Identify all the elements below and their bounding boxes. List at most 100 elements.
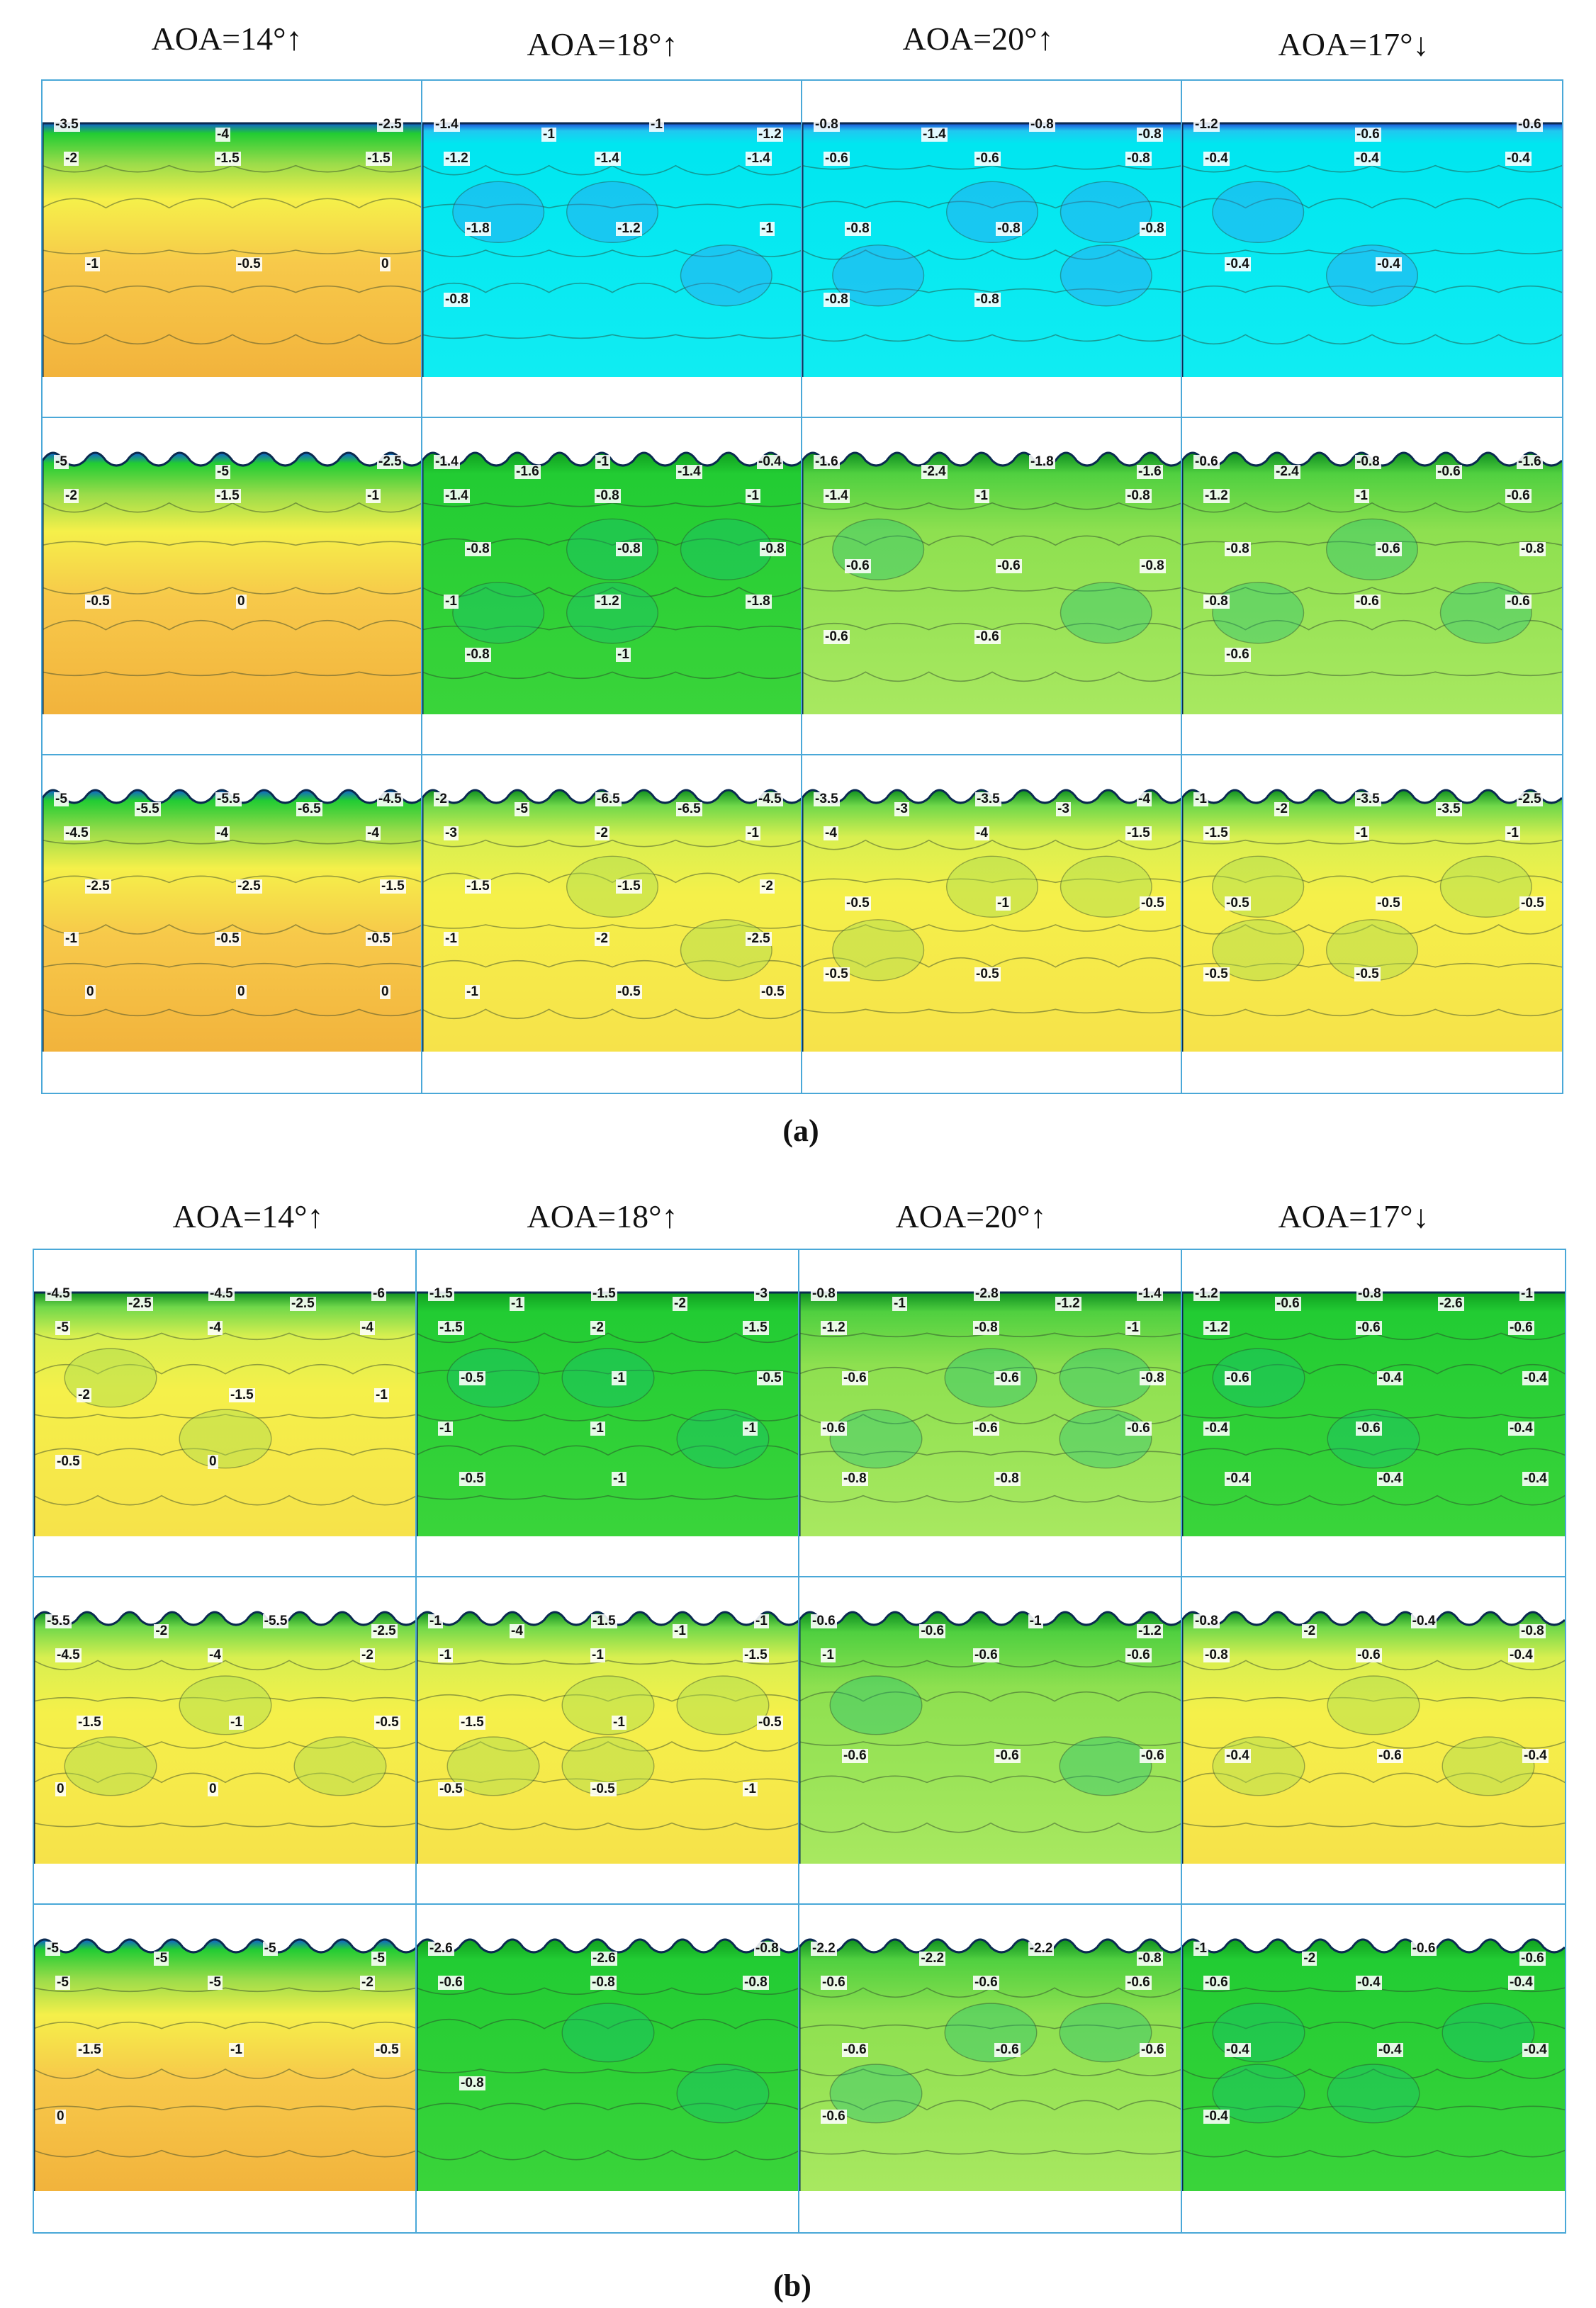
contour-label: -0.8: [1193, 1614, 1220, 1628]
contour-plot-b-r1-c2: [799, 1611, 1182, 1864]
contour-panel-b-r0-c3: -1.2 -0.6 -0.8 -2.6 -1 -1.2 -0.6 -0.6 -0.6 -0.4 -0…: [1181, 1249, 1566, 1579]
contour-label: -0.8: [973, 1320, 999, 1335]
contour-plot-b-r1-c1: [417, 1611, 799, 1864]
contour-label: -2.5: [127, 1296, 153, 1311]
contour-label: -3.5: [1436, 801, 1462, 816]
contour-label: -1.2: [1137, 1623, 1163, 1638]
contour-label: -0.4: [1225, 2042, 1251, 2057]
contour-label: -1.5: [438, 1320, 464, 1335]
contour-label: -3.5: [54, 117, 80, 132]
contour-panel-a-r0-c3: -1.2 -0.6 -0.6 -0.4 -0.4 -0.4 -0.4 -0.4: [1181, 79, 1563, 420]
contour-label: -4: [360, 1320, 375, 1335]
contour-label: -2.2: [919, 1951, 946, 1966]
contour-label: -0.8: [743, 1975, 769, 1990]
contour-label: -0.4: [1508, 1975, 1534, 1990]
contour-label: -1: [1354, 488, 1369, 503]
contour-field-a-r1-c1: [422, 453, 802, 714]
contour-label: -2: [673, 1296, 687, 1311]
contour-label: -1.8: [746, 594, 772, 609]
contour-label: -0.4: [1203, 1421, 1230, 1436]
contour-panel-b-r2-c1: -2.6 -2.6 -0.8 -0.6 -0.8 -0.8 -0.8: [415, 1903, 801, 2234]
contour-label: -5: [208, 1975, 223, 1990]
contour-label: -0.6: [438, 1975, 464, 1990]
contour-label: -1: [85, 257, 100, 271]
contour-label: -0.5: [757, 1370, 783, 1385]
contour-label: 0: [236, 594, 247, 609]
contour-label: -1: [590, 1648, 605, 1662]
contour-label: -1.4: [824, 488, 850, 503]
contour-label: -0.6: [1356, 1648, 1382, 1662]
contour-label: -1: [1505, 826, 1520, 840]
contour-label: -1: [1028, 1614, 1043, 1628]
contour-label: -1.5: [743, 1320, 769, 1335]
contour-plot-b-r0-c2: [799, 1291, 1182, 1536]
contour-label: -1.5: [428, 1286, 454, 1301]
contour-label: -0.6: [973, 1975, 999, 1990]
contour-label: -1: [229, 2042, 244, 2057]
contour-label: -2.5: [85, 878, 111, 894]
contour-label: -2: [64, 488, 79, 503]
contour-label: -0.4: [757, 454, 783, 469]
contour-label: -0.6: [919, 1623, 946, 1638]
contour-field-b-r1-c0: [34, 1612, 417, 1864]
contour-label: -1.4: [444, 488, 470, 503]
contour-label: -4.5: [208, 1286, 235, 1301]
contour-label: -1.5: [616, 878, 642, 894]
contour-panel-a-r1-c0: -5 -5 -2.5 -2 -1.5 -1 -0.5 0: [41, 417, 424, 757]
contour-field-b-r0-c3: [1182, 1293, 1565, 1536]
header-b-0: AOA=14°↑: [172, 1198, 324, 1234]
contour-label: -0.6: [1436, 464, 1462, 479]
contour-label: 0: [380, 257, 390, 271]
contour-label: -2.5: [377, 117, 403, 132]
contour-label: -2: [1302, 1951, 1317, 1966]
contour-label: -0.6: [845, 558, 871, 574]
contour-label: -4: [366, 826, 381, 840]
contour-label: -5: [54, 454, 69, 469]
contour-label: -0.6: [1125, 1648, 1152, 1662]
contour-label: 0: [208, 1781, 218, 1797]
contour-label: -1: [595, 454, 610, 469]
contour-label: -1.5: [591, 1286, 617, 1301]
contour-label: -4.5: [377, 792, 403, 806]
contour-label: -0.5: [374, 2042, 400, 2057]
contour-label: -4: [215, 127, 230, 142]
contour-label: -0.8: [465, 541, 491, 556]
contour-field-b-r0-c0: [34, 1293, 417, 1536]
contour-label: -0.6: [1377, 1748, 1403, 1763]
contour-label: -4.5: [757, 792, 783, 806]
contour-plot-a-r2-c3: [1182, 789, 1562, 1052]
contour-label: -1.4: [921, 127, 948, 142]
contour-label: -0.4: [1522, 1748, 1549, 1763]
contour-label: -1.4: [1137, 1286, 1163, 1301]
contour-label: -0.8: [1140, 558, 1166, 574]
contour-label: -0.5: [1203, 966, 1230, 981]
contour-label: -0.5: [824, 966, 850, 981]
contour-plot-b-r2-c1: [417, 1938, 799, 2191]
header-a-0: AOA=14°↑: [151, 21, 303, 57]
contour-label: -1.2: [1203, 488, 1230, 503]
contour-label: -0.8: [994, 1471, 1021, 1486]
contour-label: 0: [85, 984, 96, 999]
contour-label: -1.2: [1193, 1286, 1220, 1301]
contour-label: -0.6: [994, 1370, 1021, 1385]
contour-label: -0.4: [1522, 2042, 1549, 2057]
contour-label: -5.5: [262, 1614, 289, 1628]
contour-label: -2: [760, 878, 775, 894]
contour-label: -0.8: [996, 221, 1022, 237]
contour-label: -0.6: [1140, 1748, 1166, 1763]
contour-label: -5: [154, 1951, 169, 1966]
contour-label: -0.6: [842, 2042, 868, 2057]
contour-label: -1: [438, 1421, 453, 1436]
contour-field-b-r2-c1: [417, 1940, 799, 2191]
contour-label: -1: [996, 896, 1011, 911]
contour-panel-a-r0-c2: -0.8 -1.4 -0.8 -0.8 -0.6 -0.6 -0.8 -0.8 -0.8 -0.8…: [801, 79, 1184, 420]
header-a-3: AOA=17°↓: [1278, 26, 1429, 62]
contour-label: -0.6: [996, 558, 1022, 574]
contour-label: -0.4: [1225, 1471, 1251, 1486]
contour-plot-b-r2-c0: [34, 1938, 417, 2191]
contour-label: -2.5: [236, 878, 262, 894]
contour-label: -0.8: [1519, 541, 1546, 556]
contour-label: -0.8: [595, 488, 621, 503]
contour-field-a-r1-c2: [802, 453, 1182, 714]
contour-label: -0.6: [1519, 1951, 1546, 1966]
